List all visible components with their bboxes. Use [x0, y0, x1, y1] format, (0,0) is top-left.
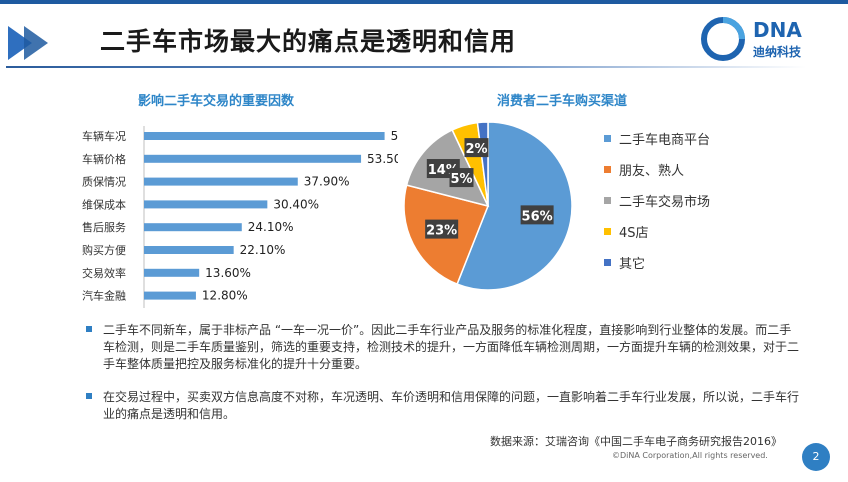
pie-data-label: 23%: [426, 224, 457, 239]
bullet-marker: [86, 393, 92, 399]
pie-data-label-box: [464, 138, 489, 158]
company-logo: DNA 迪纳科技: [700, 16, 830, 62]
bullet-item: 在交易过程中，买卖双方信息高度不对称，车况透明、车价透明和信用保障的问题，一直影…: [86, 389, 802, 423]
logo-mark-text: DNA: [753, 18, 802, 42]
bar: [144, 200, 268, 209]
legend-label: 二手车电商平台: [619, 132, 711, 148]
bar-category-label: 售后服务: [82, 220, 126, 234]
bar-value-label: 12.80%: [202, 289, 248, 303]
bullet-text: 在交易过程中，买卖双方信息高度不对称，车况透明、车价透明和信用保障的问题，一直影…: [103, 390, 800, 421]
pie-slice: [456, 121, 573, 291]
legend-swatch: [604, 165, 611, 173]
title-underline: [6, 66, 806, 68]
logo-ring-icon: [701, 17, 745, 61]
bullet-marker: [86, 326, 92, 332]
bar: [144, 223, 242, 232]
bar: [144, 268, 200, 277]
bar-category-label: 购买方便: [82, 243, 126, 257]
bar-value-label: 37.90%: [304, 175, 350, 189]
bar-value-label: 53.50%: [367, 152, 398, 166]
bullet-item: 二手车不同新车，属于非标产品 “一车一况一价”。因此二手车行业产品及服务的标准化…: [86, 322, 802, 373]
legend-item: 其它: [604, 254, 646, 272]
data-source: 数据来源：艾瑞咨询《中国二手车电子商务研究报告2016》: [490, 435, 782, 448]
legend-label: 朋友、熟人: [619, 163, 685, 179]
bar-category-label: 维保成本: [82, 197, 126, 211]
bar-value-label: 22.10%: [240, 243, 286, 257]
legend-swatch: [604, 227, 611, 235]
channel-pie-chart: 56%23%14%5%2%: [403, 121, 573, 291]
pie-data-label: 5%: [450, 172, 472, 187]
copyright: ©DiNA Corporation,All rights reserved.: [612, 451, 768, 460]
bar-chart-title: 影响二手车交易的重要因数: [138, 94, 295, 109]
legend-swatch: [604, 258, 611, 266]
bar: [144, 132, 385, 140]
legend-swatch: [604, 196, 611, 204]
bar-value-label: 30.40%: [273, 197, 319, 211]
pie-data-label-box: [449, 168, 474, 188]
bar-category-label: 汽车金融: [82, 289, 126, 303]
logo-company-name: 迪纳科技: [753, 45, 802, 59]
legend-label: 其它: [619, 256, 646, 272]
bar: [144, 291, 196, 300]
bar-category-label: 车辆价格: [82, 152, 126, 166]
pie-data-label: 2%: [465, 142, 487, 157]
top-accent-bar: [0, 0, 848, 4]
pie-chart-title: 消费者二手车购买渠道: [497, 94, 628, 109]
bar-category-label: 质保情况: [82, 175, 126, 189]
bar: [144, 177, 298, 186]
page-title: 二手车市场最大的痛点是透明和信用: [100, 27, 517, 56]
legend-item: 二手车交易市场: [604, 192, 711, 210]
bar-category-label: 车辆车况: [82, 129, 126, 143]
bullet-text: 二手车不同新车，属于非标产品 “一车一况一价”。因此二手车行业产品及服务的标准化…: [103, 323, 800, 371]
legend-item: 二手车电商平台: [604, 130, 711, 148]
bar-value-label: 59.30%: [391, 129, 398, 143]
legend-swatch: [604, 134, 611, 142]
bar: [144, 154, 362, 163]
pie-data-label-box: [520, 205, 554, 225]
legend-item: 朋友、熟人: [604, 161, 685, 179]
pie-data-label-box: [425, 219, 459, 239]
title-arrow-icon: [8, 26, 48, 60]
bar-value-label: 13.60%: [205, 266, 251, 280]
bar-value-label: 24.10%: [248, 220, 294, 234]
factor-bar-chart: 车辆车况 59.30% 车辆价格 53.50% 质保情况 37.90% 维保成本 30.40%…: [82, 126, 398, 308]
bar: [144, 246, 234, 254]
page-number: 2: [802, 443, 830, 471]
legend-label: 4S店: [619, 225, 649, 241]
bar-category-label: 交易效率: [82, 266, 126, 280]
legend-item: 4S店: [604, 223, 649, 241]
pie-data-label: 56%: [522, 209, 553, 224]
legend-label: 二手车交易市场: [619, 194, 711, 210]
